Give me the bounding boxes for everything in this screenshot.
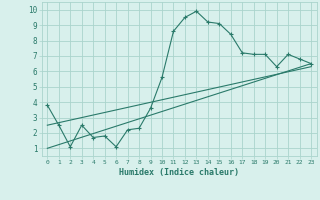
X-axis label: Humidex (Indice chaleur): Humidex (Indice chaleur) [119, 168, 239, 177]
